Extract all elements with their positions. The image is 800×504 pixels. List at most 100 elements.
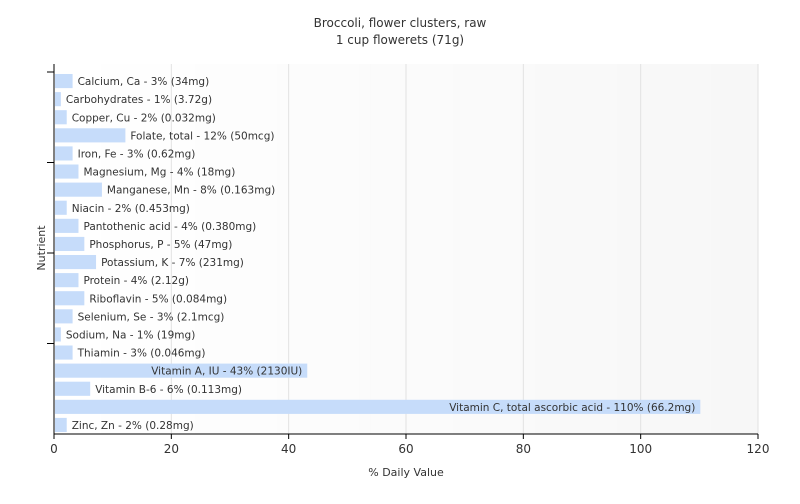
bar (55, 381, 91, 396)
plot-bg-strip (136, 64, 149, 434)
bar (55, 92, 61, 107)
plot-bg-strip (535, 64, 548, 434)
plot-bg-strip (253, 64, 266, 434)
plot-bg-strip (394, 64, 407, 434)
plot-bg-strip (699, 64, 712, 434)
plot-bg-strip (711, 64, 724, 434)
plot-bg-strip (628, 64, 642, 434)
plot-bg-strip (617, 64, 630, 434)
plot-bg-strip (194, 64, 208, 434)
bar-label: Manganese, Mn - 8% (0.163mg) (107, 185, 275, 197)
gridlines (170, 64, 759, 434)
bar-label: Pantothenic acid - 4% (0.380mg) (83, 221, 256, 233)
bar-label: Riboflavin - 5% (0.084mg) (89, 293, 227, 305)
x-tick-label: 120 (747, 442, 770, 456)
plot-bg-strip (265, 64, 278, 434)
x-tick-label: 60 (398, 442, 413, 456)
chart-title: Broccoli, flower clusters, raw (314, 16, 487, 30)
plot-bg-strip (347, 64, 360, 434)
bar (55, 417, 67, 433)
bar-label: Vitamin B-6 - 6% (0.113mg) (95, 384, 242, 396)
bar-label: Copper, Cu - 2% (0.032mg) (72, 112, 216, 124)
plot-bg-strip (323, 64, 337, 434)
y-axis-label: Nutrient (35, 225, 48, 271)
plot-bg-strip (382, 64, 395, 434)
bar (55, 218, 79, 233)
plot-bg-strip (570, 64, 583, 434)
x-tick-label: 20 (164, 442, 179, 456)
bar (55, 273, 79, 288)
bar (55, 146, 73, 161)
bar (55, 73, 73, 89)
plot-bg-strip (370, 64, 384, 434)
plot-bg-strip (359, 64, 372, 434)
bar-label: Vitamin A, IU - 43% (2130IU) (151, 366, 302, 378)
plot-bg-strip (488, 64, 501, 434)
plot-bg-strip (652, 64, 665, 434)
plot-bg-strip (159, 64, 172, 434)
plot-bg-strip (335, 64, 348, 434)
plot-background (54, 64, 759, 434)
plot-bg-strip (417, 64, 431, 434)
x-tick-label: 0 (50, 442, 58, 456)
bar (55, 182, 102, 197)
plot-bg-strip (664, 64, 677, 434)
plot-bg-strip (511, 64, 524, 434)
bars: Calcium, Ca - 3% (34mg) Carbohydrates - 1… (55, 73, 701, 433)
bar-label: Potassium, K - 7% (231mg) (101, 257, 244, 269)
bar-label: Calcium, Ca - 3% (34mg) (78, 76, 210, 88)
plot-bg-strip (300, 64, 313, 434)
plot-bg-strip (171, 64, 184, 434)
plot-bg-strip (183, 64, 196, 434)
plot-bg-strip (452, 64, 466, 434)
plot-bg-strip (605, 64, 618, 434)
bar-label: Sodium, Na - 1% (19mg) (66, 329, 195, 341)
plot-bg-strip (100, 64, 114, 434)
chart-subtitle: 1 cup flowerets (71g) (336, 33, 464, 47)
plot-bg-strip (464, 64, 477, 434)
bar (55, 164, 79, 179)
plot-bg-strip (558, 64, 571, 434)
plot-bg-strip (523, 64, 536, 434)
plot-bg-strip (593, 64, 607, 434)
bar (55, 236, 85, 252)
plot-bg-strip (429, 64, 442, 434)
bar-label: Zinc, Zn - 2% (0.28mg) (72, 420, 194, 432)
plot-bg-strip (276, 64, 290, 434)
bar-label: Iron, Fe - 3% (0.62mg) (78, 148, 196, 160)
plot-bg-strip (746, 64, 759, 434)
plot-bg-strip (206, 64, 219, 434)
plot-bg-strip (734, 64, 747, 434)
plot-bg-strip (406, 64, 419, 434)
x-tick-label: 40 (281, 442, 296, 456)
plot-bg-strip (441, 64, 454, 434)
bar (55, 309, 73, 324)
bar-label: Carbohydrates - 1% (3.72g) (66, 94, 212, 106)
plot-bg-strip (241, 64, 255, 434)
plot-bg-strip (124, 64, 137, 434)
bar-label: Niacin - 2% (0.453mg) (72, 203, 190, 215)
bar (55, 291, 85, 306)
bar-label: Folate, total - 12% (50mcg) (130, 130, 274, 142)
bar (55, 345, 73, 360)
plot-bg-strip (89, 64, 102, 434)
plot-bg-strip (312, 64, 325, 434)
x-axis-label: % Daily Value (368, 466, 444, 479)
bar (55, 128, 126, 143)
plot-bg-strip (499, 64, 513, 434)
plot-bg-strip (218, 64, 231, 434)
bar (55, 363, 308, 378)
x-tick-label: 100 (629, 442, 652, 456)
plot-bg-strip (288, 64, 301, 434)
axes: 0 20 40 60 80 100 120 (47, 64, 769, 456)
plot-bg-strip (687, 64, 700, 434)
x-tick-label: 80 (516, 442, 531, 456)
bar-label: Selenium, Se - 3% (2.1mcg) (78, 311, 225, 323)
plot-bg-strip (722, 64, 736, 434)
bar (55, 110, 67, 125)
bar (55, 200, 67, 215)
plot-bg-strip (675, 64, 689, 434)
bar-label: Phosphorus, P - 5% (47mg) (89, 239, 232, 251)
